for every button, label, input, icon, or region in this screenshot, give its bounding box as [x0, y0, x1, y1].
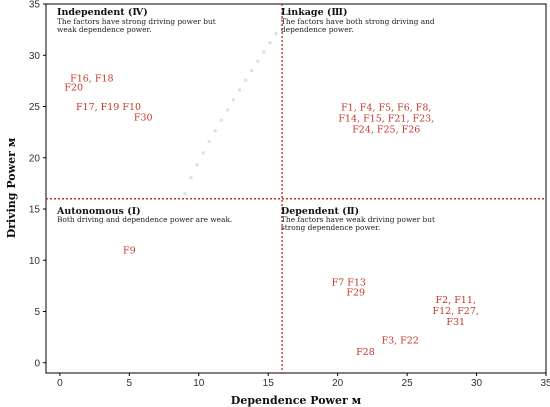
factor-label: F31 [446, 317, 465, 328]
factor-label: F20 [64, 83, 83, 94]
faint-curve-dot [195, 163, 199, 167]
y-tick-label: 0 [34, 358, 40, 369]
quadrant-independent-desc-line-2: weak dependence power. [57, 25, 152, 34]
y-tick-label: 35 [29, 0, 41, 11]
factor-label: F3, F22 [381, 336, 418, 347]
x-tick-label: 25 [402, 378, 414, 389]
y-tick-label: 20 [29, 153, 41, 164]
faint-curve-dot [183, 192, 187, 196]
factor-label: F30 [134, 112, 153, 123]
faint-curve-dot [189, 176, 193, 180]
y-tick-label: 30 [29, 51, 41, 62]
faint-curve-dot [232, 98, 235, 102]
faint-curve-dot [238, 88, 242, 92]
quadrant-dependent-desc-line-2: strong dependence power. [281, 223, 380, 232]
quadrant-autonomous-desc-line-1: Both driving and dependence power are we… [57, 215, 232, 224]
y-tick-label: 5 [34, 307, 40, 318]
faint-curve-dot [201, 151, 205, 155]
quadrant-dividers [46, 4, 546, 373]
plot-frame [45, 3, 547, 374]
x-tick-label: 15 [263, 378, 275, 389]
faint-curve-dot [219, 118, 223, 122]
quadrant-linkage-desc-line-2: dependence power. [281, 25, 354, 34]
x-tick-label: 5 [127, 378, 133, 389]
y-tick-label: 10 [29, 256, 41, 267]
faint-curve-dot [256, 59, 260, 63]
faint-curve-dot [207, 140, 211, 144]
x-axis-title: Dependence Power м [231, 394, 362, 407]
quadrant-linkage-desc-line-1: The factors have both strong driving and [281, 17, 435, 26]
x-axis-ticks: 0 5 10 15 20 25 30 35 [57, 373, 550, 389]
quadrant-independent-desc-line-1: The factors have strong driving power bu… [57, 17, 216, 26]
quadrant-dependent-title: Dependent (Ⅱ) [281, 206, 359, 217]
quadrant-linkage-title: Linkage (Ⅲ) [281, 7, 348, 18]
faint-curve-dot [213, 129, 217, 133]
quadrant-independent-title: Independent (Ⅳ) [57, 7, 148, 18]
faint-curve-dot [244, 78, 248, 82]
y-axis-title: Driving Power м [5, 137, 18, 238]
factor-label: F9 [123, 246, 136, 257]
x-tick-label: 35 [540, 378, 550, 389]
x-tick-label: 20 [332, 378, 344, 389]
factor-label: F29 [346, 288, 365, 299]
factor-label: F24, F25, F26 [352, 124, 420, 135]
quadrant-dependent-desc-line-1: The factors have weak driving power but [281, 215, 435, 224]
faint-curve-dot [268, 41, 272, 45]
factor-label: F1, F4, F5, F6, F8, [341, 102, 431, 113]
y-tick-label: 25 [29, 102, 41, 113]
faint-curve-dot [262, 50, 266, 54]
faint-curve-dot [274, 32, 278, 36]
x-tick-label: 0 [57, 378, 63, 389]
quadrant-autonomous-title: Autonomous (Ⅰ) [56, 206, 141, 217]
y-axis-ticks: 0 5 10 15 20 25 30 35 [29, 0, 46, 369]
x-tick-label: 30 [471, 378, 483, 389]
factor-label: F14, F15, F21, F23, [338, 113, 434, 124]
y-tick-label: 15 [29, 205, 41, 216]
faint-curve-dot [250, 69, 254, 73]
x-tick-label: 10 [193, 378, 205, 389]
factor-label: F28 [356, 347, 375, 358]
factor-label: F12, F27, [433, 306, 479, 317]
faint-curve-dot [225, 108, 229, 112]
factor-label: F16, F18 [70, 73, 113, 84]
factor-label: F7 F13 [332, 277, 366, 288]
factor-label: F17, F19 F10 [76, 102, 141, 113]
factor-label: F2, F11, [436, 295, 476, 306]
